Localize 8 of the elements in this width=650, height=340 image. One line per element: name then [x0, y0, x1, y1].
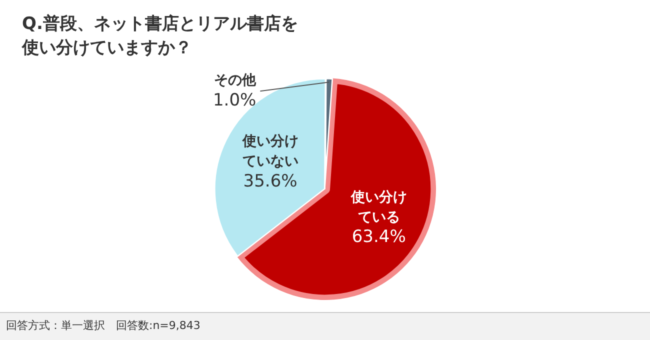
slice-label: 使い分けている [350, 189, 407, 226]
data-label: 1.0% [212, 90, 256, 111]
data-label: 63.4% [352, 227, 406, 248]
data-label: 35.6% [243, 171, 298, 192]
text: 回答方式：単一選択 回答数:n=9,843 [0, 312, 650, 340]
chart-title: Q.普段、ネット書店とリアル書店を使い分けていますか？ [22, 13, 299, 60]
slice-label: 使い分けていない [241, 134, 298, 170]
slice-label: その他 [214, 72, 258, 89]
